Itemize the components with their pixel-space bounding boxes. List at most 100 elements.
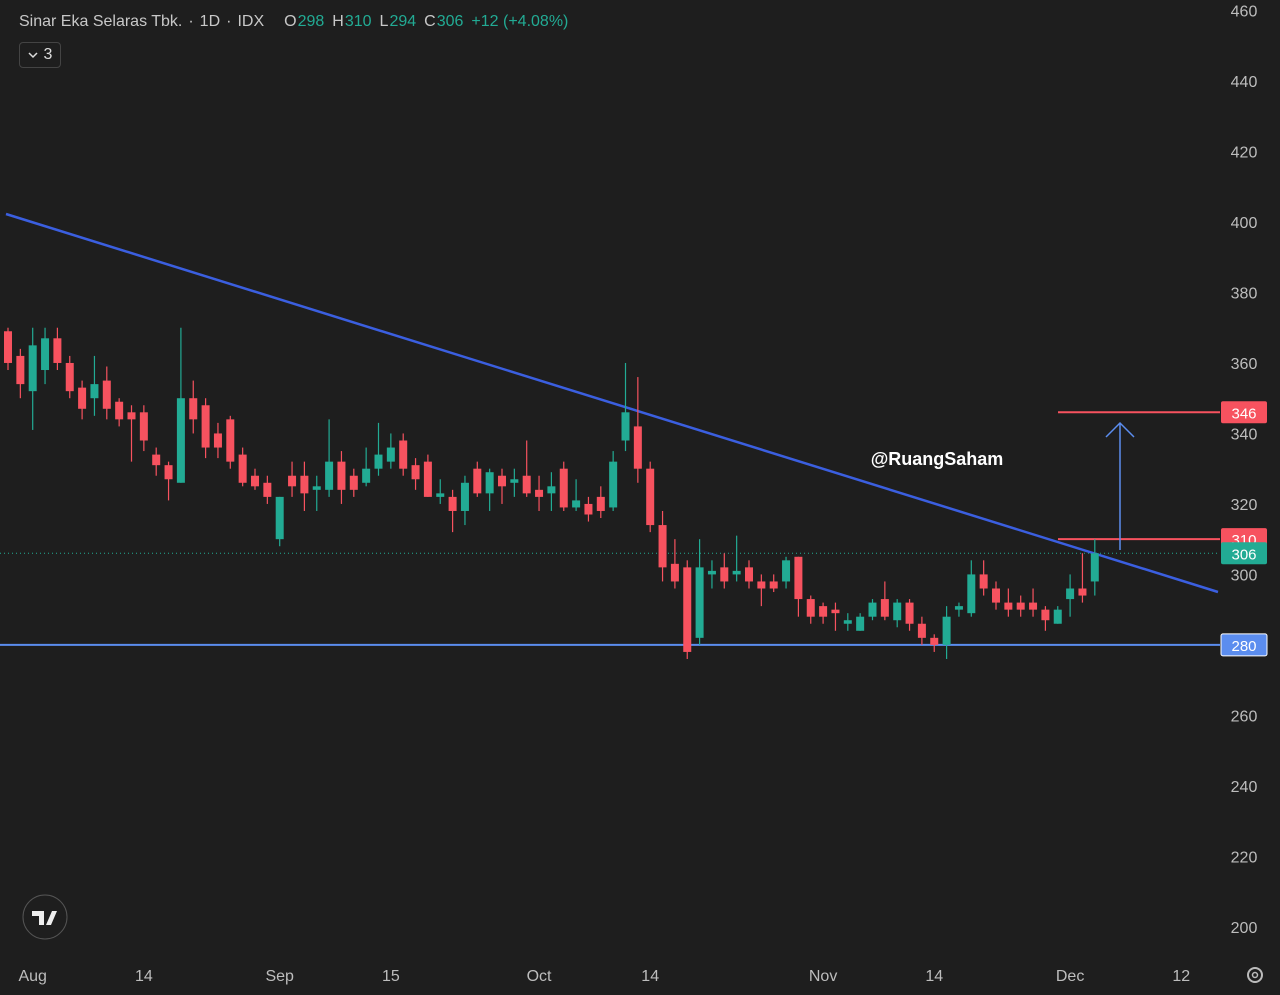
candle-body [78,387,87,409]
separator: · [226,13,232,30]
candle-body [448,496,457,511]
candle-body [164,465,173,480]
candle-body [238,454,247,483]
y-tick-label: 380 [1231,285,1258,302]
candle-body [522,475,531,494]
ohlc-value: 298 [297,13,325,30]
candle-body [337,461,346,490]
y-tick-label: 220 [1231,849,1258,866]
candle-body [1029,602,1038,610]
y-tick-label: 460 [1231,4,1258,21]
y-tick-label: 360 [1231,356,1258,373]
candle-body [312,486,321,490]
candle-body [1041,609,1050,621]
trendline [5,212,1219,594]
candle-body [954,606,963,610]
candle-body [930,637,939,645]
candle-body [251,475,259,487]
x-tick-label: Nov [809,968,837,985]
x-tick-label: Dec [1056,968,1084,985]
candle-body [65,362,74,392]
y-tick-label: 440 [1231,74,1258,91]
candle-body [732,570,741,575]
candle-body [596,496,605,511]
candle-body [646,468,655,526]
ohlc: O 298 H 310 L 294 C 306 +12 (+4.08%) [276,13,568,31]
candle-body [1090,553,1099,582]
candle-body [498,475,506,487]
separator: · [188,13,194,30]
candle-body [992,588,1000,603]
logo-circle[interactable] [22,894,68,940]
x-tick-label: 14 [135,968,153,985]
settings-button[interactable] [1247,967,1263,983]
candle-body [127,412,136,420]
candle-body [226,419,235,462]
candle-body [4,331,12,363]
candle-body [572,500,581,508]
candle-body [28,345,37,392]
candle-body [584,503,593,515]
level-label-box [1221,401,1267,424]
candle-body [843,620,852,624]
candle-body [794,556,803,600]
x-tick-label: 15 [382,968,400,985]
candle-body [275,496,284,540]
change: +12 (+4.08%) [471,13,569,30]
level-label: 346 [1231,405,1256,422]
candle-body [411,465,420,480]
settings-icon[interactable] [1247,967,1263,983]
candle-body [769,581,778,589]
interval[interactable]: 1D [199,13,221,30]
candle-layer [4,327,1099,659]
candle-body [720,567,729,582]
candle-body [1053,609,1062,624]
candle-body [41,338,50,371]
ohlc-value: 294 [389,13,417,30]
candle-body [868,602,877,617]
candle-body [559,468,568,508]
candle-body [53,338,62,363]
candle-body [1066,588,1075,600]
x-tick-label: 14 [641,968,659,985]
candle-body [905,602,914,624]
candle-body [658,525,667,568]
ohlc-label: O [284,13,297,30]
candle-body [115,401,124,420]
legend-header: Sinar Eka Selaras Tbk. · 1D · IDX O 298 H… [19,13,568,31]
candle-body [436,493,445,497]
candle-body [349,475,358,490]
x-tick-label: Aug [18,968,46,985]
candle-body [201,405,210,448]
time-axis: Aug 14 Sep 15 Oct 14 Nov 14 Dec 12 [18,968,1190,985]
candle-body [90,384,99,399]
candle-body [386,447,395,462]
y-tick-label: 320 [1231,497,1258,514]
candle-body [880,599,889,617]
symbol-name[interactable]: Sinar Eka Selaras Tbk. [19,13,183,30]
level-layer [0,411,1220,646]
candle-body [288,475,297,487]
logo[interactable] [22,894,68,940]
candle-body [1078,588,1087,596]
indicators-toggle[interactable]: 3 [19,42,61,68]
y-tick-label: 240 [1231,779,1258,796]
candle-body [683,567,692,652]
candle-body [325,461,334,490]
candle-body [460,482,469,511]
level-label-box [1221,542,1267,565]
level-label-box [1220,633,1268,657]
candle-body [300,475,309,494]
x-tick-label: 14 [925,968,943,985]
candle-body [609,461,618,508]
candle-body [16,355,25,385]
candle-body [139,412,148,441]
ohlc-value: 310 [344,13,372,30]
x-tick-label: Sep [265,968,294,985]
candle-body [695,567,704,638]
candle-body [473,468,482,494]
candle-body [757,581,766,589]
